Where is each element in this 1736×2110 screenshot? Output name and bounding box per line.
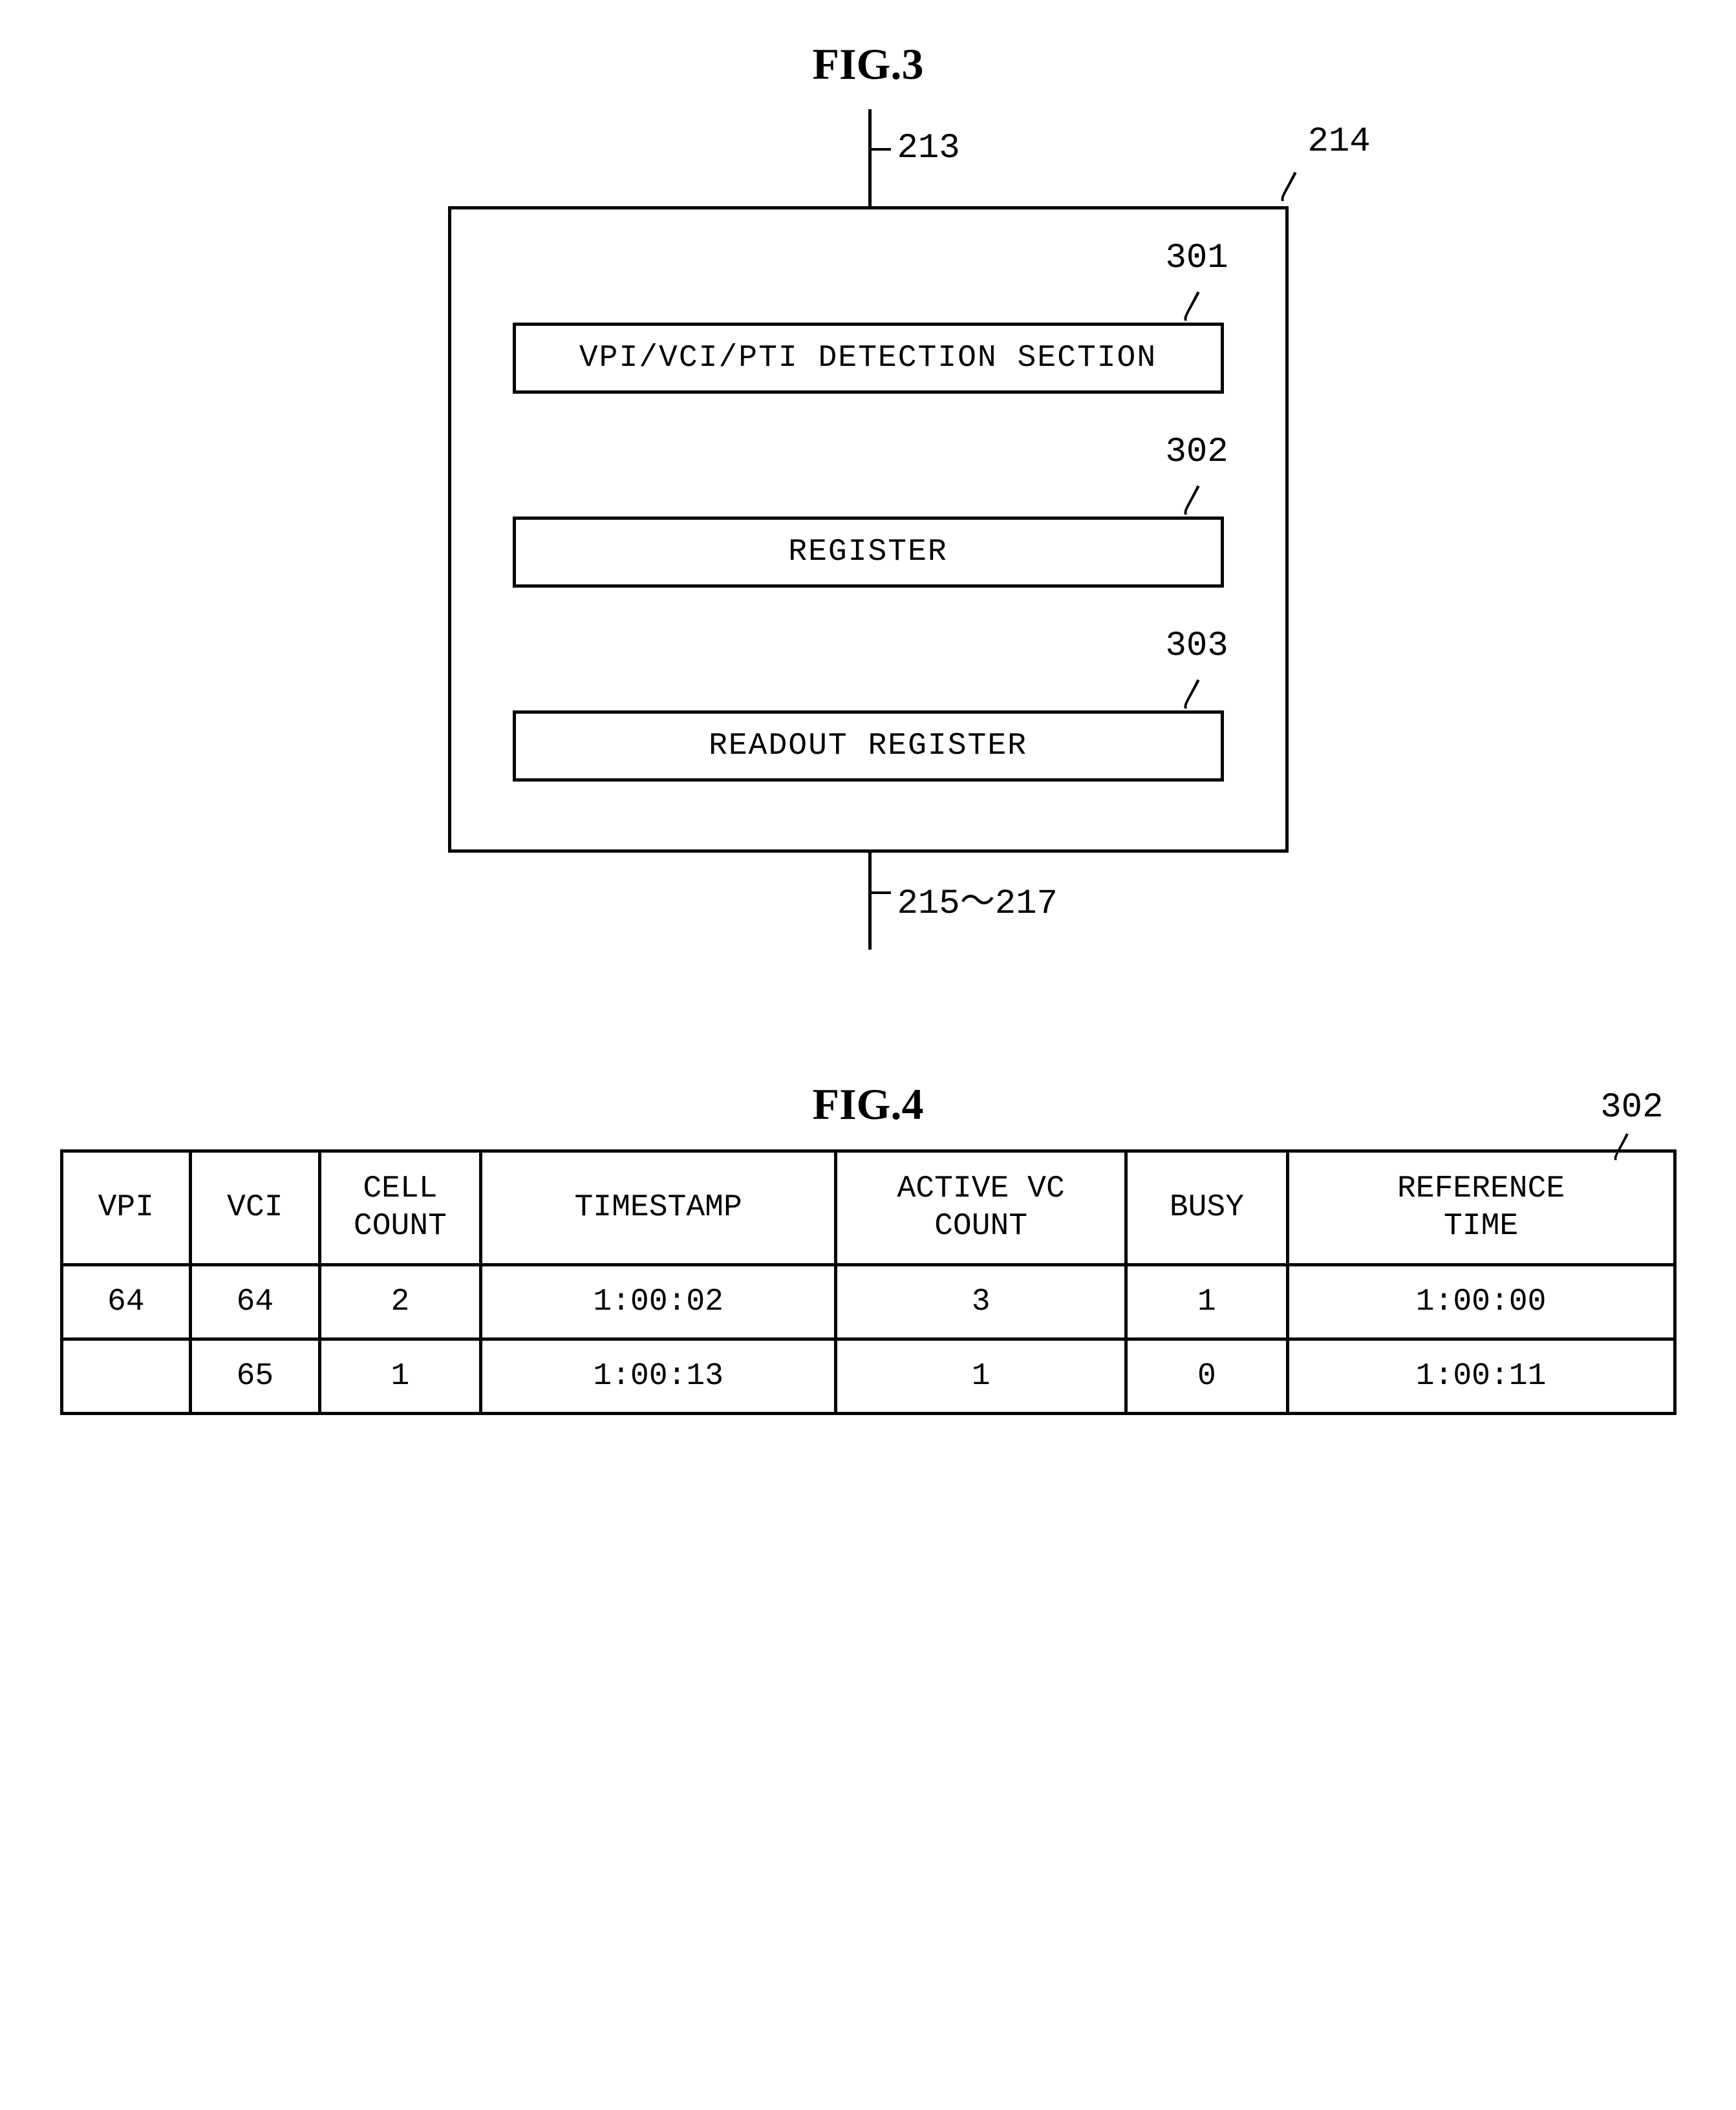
fig3-block-readout: READOUT REGISTER [513, 710, 1224, 782]
cell: 1 [836, 1339, 1126, 1414]
fig3-box-ref: 214 [1308, 122, 1371, 162]
fig3-bottom-tick [872, 891, 891, 894]
fig4-col-vpi: VPI [61, 1151, 191, 1265]
cell: 1:00:11 [1287, 1339, 1675, 1414]
fig4-col-cellcount: CELLCOUNT [319, 1151, 481, 1265]
cell: 0 [1126, 1339, 1288, 1414]
fig3-block-3-ref: 303 [1166, 626, 1228, 666]
fig3-block-3-label: READOUT REGISTER [709, 729, 1027, 763]
fig4-tbody: 64 64 2 1:00:02 3 1 1:00:00 65 1 1:00:13… [61, 1265, 1675, 1414]
fig4-col-reftime: REFERENCETIME [1287, 1151, 1675, 1265]
fig4-col-busy: BUSY [1126, 1151, 1288, 1265]
cell: 1:00:02 [481, 1265, 836, 1339]
fig4-title: FIG.4 [26, 1079, 1710, 1130]
cell: 2 [319, 1265, 481, 1339]
fig3-diagram: 213 214 〳 VPI/VCI/PTI DETECTION SECTION … [319, 109, 1418, 950]
cell: 3 [836, 1265, 1126, 1339]
fig3-title: FIG.3 [26, 39, 1710, 90]
table-row: 65 1 1:00:13 1 0 1:00:11 [61, 1339, 1675, 1414]
cell: 64 [191, 1265, 320, 1339]
fig3-block-detection: VPI/VCI/PTI DETECTION SECTION [513, 323, 1224, 394]
fig3-bottom-line [868, 853, 872, 950]
cell: 64 [61, 1265, 191, 1339]
fig3-block-1-squiggle: 〳 [1179, 281, 1210, 326]
fig3-top-line [868, 109, 872, 206]
fig3-block-2-label: REGISTER [788, 535, 947, 570]
fig3-block-3-squiggle: 〳 [1179, 668, 1210, 714]
fig4-thead: VPI VCI CELLCOUNT TIMESTAMP ACTIVE VCCOU… [61, 1151, 1675, 1265]
fig3-bottom-label: 215～217 [897, 872, 1058, 924]
fig3-top-label: 213 [897, 129, 960, 168]
fig4-wrap: 302 〳 VPI VCI CELLCOUNT TIMESTAMP ACTIVE… [60, 1149, 1677, 1415]
fig4-header-row: VPI VCI CELLCOUNT TIMESTAMP ACTIVE VCCOU… [61, 1151, 1675, 1265]
fig3-top-tick [872, 148, 891, 151]
cell: 65 [191, 1339, 320, 1414]
table-row: 64 64 2 1:00:02 3 1 1:00:00 [61, 1265, 1675, 1339]
fig3-block-1-label: VPI/VCI/PTI DETECTION SECTION [579, 341, 1157, 376]
fig4-table: VPI VCI CELLCOUNT TIMESTAMP ACTIVE VCCOU… [60, 1149, 1677, 1415]
fig3-block-2-squiggle: 〳 [1179, 474, 1210, 520]
fig4-ref: 302 [1600, 1088, 1663, 1127]
fig3-block-1-ref: 301 [1166, 239, 1228, 278]
cell [61, 1339, 191, 1414]
fig4-col-vci: VCI [191, 1151, 320, 1265]
fig4-squiggle: 〳 [1609, 1124, 1638, 1165]
fig3-block-register: REGISTER [513, 517, 1224, 588]
cell: 1:00:13 [481, 1339, 836, 1414]
fig4-col-activevc: ACTIVE VCCOUNT [836, 1151, 1126, 1265]
fig3-block-2-ref: 302 [1166, 432, 1228, 472]
fig3-box-squiggle: 〳 [1276, 161, 1307, 206]
cell: 1 [319, 1339, 481, 1414]
cell: 1:00:00 [1287, 1265, 1675, 1339]
cell: 1 [1126, 1265, 1288, 1339]
fig4-col-timestamp: TIMESTAMP [481, 1151, 836, 1265]
